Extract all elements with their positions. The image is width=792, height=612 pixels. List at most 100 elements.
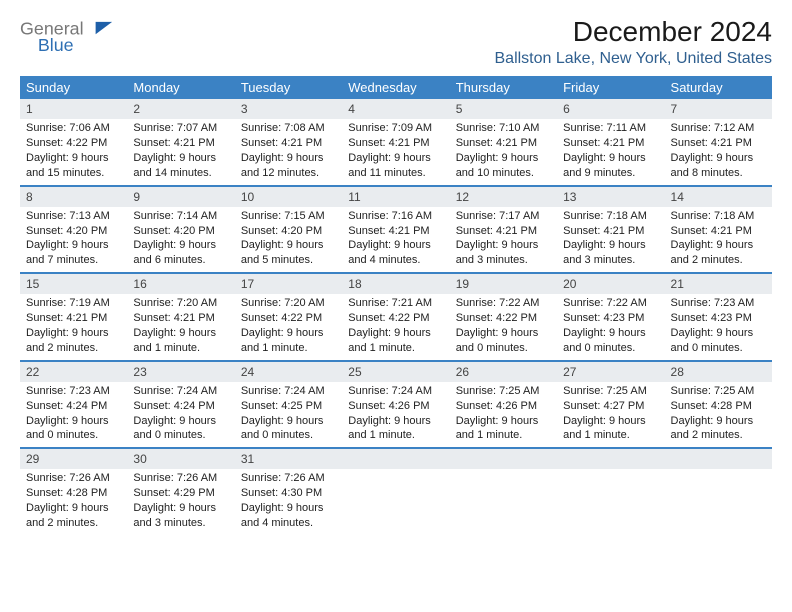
- daylight-text: Daylight: 9 hours: [456, 151, 551, 166]
- day-number: 30: [127, 449, 234, 469]
- day-number: 18: [342, 274, 449, 294]
- cell-body: Sunrise: 7:25 AMSunset: 4:26 PMDaylight:…: [450, 382, 557, 447]
- daylight-text: and 15 minutes.: [26, 166, 121, 181]
- calendar-cell: 20Sunrise: 7:22 AMSunset: 4:23 PMDayligh…: [557, 273, 664, 361]
- daylight-text: Daylight: 9 hours: [133, 501, 228, 516]
- daylight-text: Daylight: 9 hours: [348, 238, 443, 253]
- day-number: 13: [557, 187, 664, 207]
- daylight-text: Daylight: 9 hours: [671, 326, 766, 341]
- daylight-text: and 1 minute.: [348, 341, 443, 356]
- sunset-text: Sunset: 4:22 PM: [348, 311, 443, 326]
- day-header: Friday: [557, 76, 664, 99]
- sunrise-text: Sunrise: 7:25 AM: [671, 384, 766, 399]
- calendar-week: 8 Sunrise: 7:13 AMSunset: 4:20 PM Daylight…: [20, 186, 772, 274]
- cell-body: Sunrise: 7:18 AMSunset: 4:21 PMDaylight:…: [665, 207, 772, 272]
- daylight-text: and 9 minutes.: [563, 166, 658, 181]
- sunrise-text: Sunrise: 7:22 AM: [563, 296, 658, 311]
- day-number: 15: [20, 274, 127, 294]
- sunrise-text: Sunrise: 7:20 AM: [241, 296, 336, 311]
- sunrise-text: Sunrise: 7:11 AM: [563, 121, 658, 136]
- logo-word2: Blue: [38, 35, 74, 55]
- calendar-cell: 21Sunrise: 7:23 AMSunset: 4:23 PMDayligh…: [665, 273, 772, 361]
- calendar-cell: 6Sunrise: 7:11 AMSunset: 4:21 PMDaylight…: [557, 99, 664, 186]
- day-number: 8: [20, 187, 127, 207]
- calendar-cell: 4Sunrise: 7:09 AMSunset: 4:21 PMDaylight…: [342, 99, 449, 186]
- calendar-cell: 9Sunrise: 7:14 AMSunset: 4:20 PMDaylight…: [127, 186, 234, 274]
- day-header-row: SundayMondayTuesdayWednesdayThursdayFrid…: [20, 76, 772, 99]
- title-block: December 2024 Ballston Lake, New York, U…: [495, 16, 773, 68]
- cell-body: Sunrise: 7:22 AMSunset: 4:22 PMDaylight:…: [450, 294, 557, 359]
- sunset-text: Sunset: 4:22 PM: [26, 136, 121, 151]
- day-number: 23: [127, 362, 234, 382]
- sunrise-text: Sunrise: 7:24 AM: [133, 384, 228, 399]
- day-header: Thursday: [450, 76, 557, 99]
- cell-body: Sunrise: 7:19 AMSunset: 4:21 PMDaylight:…: [20, 294, 127, 359]
- day-number: 24: [235, 362, 342, 382]
- day-number: 25: [342, 362, 449, 382]
- daylight-text: and 4 minutes.: [348, 253, 443, 268]
- sunset-text: Sunset: 4:25 PM: [241, 399, 336, 414]
- cell-body: Sunrise: 7:24 AMSunset: 4:24 PMDaylight:…: [127, 382, 234, 447]
- cell-body: Sunrise: 7:24 AMSunset: 4:25 PMDaylight:…: [235, 382, 342, 447]
- day-number: 2: [127, 99, 234, 119]
- calendar-cell: 18Sunrise: 7:21 AMSunset: 4:22 PMDayligh…: [342, 273, 449, 361]
- calendar-cell: [342, 448, 449, 535]
- sunset-text: Sunset: 4:21 PM: [563, 224, 658, 239]
- sunset-text: Sunset: 4:29 PM: [133, 486, 228, 501]
- cell-body: Sunrise: 7:06 AMSunset: 4:22 PMDaylight:…: [20, 119, 127, 184]
- daylight-text: and 6 minutes.: [133, 253, 228, 268]
- sunset-text: Sunset: 4:20 PM: [26, 224, 121, 239]
- calendar-cell: 1Sunrise: 7:06 AMSunset: 4:22 PMDaylight…: [20, 99, 127, 186]
- day-number: 4: [342, 99, 449, 119]
- sunrise-text: Sunrise: 7:23 AM: [26, 384, 121, 399]
- daylight-text: Daylight: 9 hours: [241, 501, 336, 516]
- calendar-cell: 15Sunrise: 7:19 AMSunset: 4:21 PMDayligh…: [20, 273, 127, 361]
- daylight-text: Daylight: 9 hours: [26, 414, 121, 429]
- calendar-cell: 26Sunrise: 7:25 AMSunset: 4:26 PMDayligh…: [450, 361, 557, 449]
- daylight-text: and 2 minutes.: [26, 516, 121, 531]
- cell-body: Sunrise: 7:26 AMSunset: 4:28 PMDaylight:…: [20, 469, 127, 534]
- sunrise-text: Sunrise: 7:16 AM: [348, 209, 443, 224]
- sunset-text: Sunset: 4:21 PM: [348, 224, 443, 239]
- calendar-cell: 27Sunrise: 7:25 AMSunset: 4:27 PMDayligh…: [557, 361, 664, 449]
- cell-body: Sunrise: 7:17 AMSunset: 4:21 PMDaylight:…: [450, 207, 557, 272]
- sunrise-text: Sunrise: 7:15 AM: [241, 209, 336, 224]
- calendar-cell: [557, 448, 664, 535]
- calendar-week: 15Sunrise: 7:19 AMSunset: 4:21 PMDayligh…: [20, 273, 772, 361]
- cell-body: Sunrise: 7:11 AMSunset: 4:21 PMDaylight:…: [557, 119, 664, 184]
- sunrise-text: Sunrise: 7:19 AM: [26, 296, 121, 311]
- calendar-cell: 23Sunrise: 7:24 AMSunset: 4:24 PMDayligh…: [127, 361, 234, 449]
- daylight-text: and 1 minute.: [133, 341, 228, 356]
- daylight-text: Daylight: 9 hours: [456, 238, 551, 253]
- day-number: 26: [450, 362, 557, 382]
- sunrise-text: Sunrise: 7:21 AM: [348, 296, 443, 311]
- day-number: 31: [235, 449, 342, 469]
- daylight-text: and 12 minutes.: [241, 166, 336, 181]
- daylight-text: and 0 minutes.: [26, 428, 121, 443]
- sunset-text: Sunset: 4:21 PM: [456, 224, 551, 239]
- calendar-cell: 24Sunrise: 7:24 AMSunset: 4:25 PMDayligh…: [235, 361, 342, 449]
- daylight-text: Daylight: 9 hours: [133, 326, 228, 341]
- sunset-text: Sunset: 4:21 PM: [26, 311, 121, 326]
- daylight-text: and 2 minutes.: [671, 253, 766, 268]
- daylight-text: Daylight: 9 hours: [563, 414, 658, 429]
- calendar-cell: 2Sunrise: 7:07 AMSunset: 4:21 PMDaylight…: [127, 99, 234, 186]
- daylight-text: and 0 minutes.: [563, 341, 658, 356]
- day-header: Wednesday: [342, 76, 449, 99]
- daylight-text: Daylight: 9 hours: [241, 414, 336, 429]
- daylight-text: Daylight: 9 hours: [456, 326, 551, 341]
- day-number: 22: [20, 362, 127, 382]
- daylight-text: Daylight: 9 hours: [133, 238, 228, 253]
- cell-body: Sunrise: 7:21 AMSunset: 4:22 PMDaylight:…: [342, 294, 449, 359]
- sunrise-text: Sunrise: 7:12 AM: [671, 121, 766, 136]
- daylight-text: and 3 minutes.: [456, 253, 551, 268]
- daylight-text: and 14 minutes.: [133, 166, 228, 181]
- cell-body: Sunrise: 7:15 AMSunset: 4:20 PMDaylight:…: [235, 207, 342, 272]
- daylight-text: Daylight: 9 hours: [241, 151, 336, 166]
- sunrise-text: Sunrise: 7:13 AM: [26, 209, 121, 224]
- day-number-empty: [665, 449, 772, 469]
- calendar-week: 1Sunrise: 7:06 AMSunset: 4:22 PMDaylight…: [20, 99, 772, 186]
- sunset-text: Sunset: 4:24 PM: [133, 399, 228, 414]
- cell-body: Sunrise: 7:20 AMSunset: 4:22 PMDaylight:…: [235, 294, 342, 359]
- daylight-text: Daylight: 9 hours: [563, 151, 658, 166]
